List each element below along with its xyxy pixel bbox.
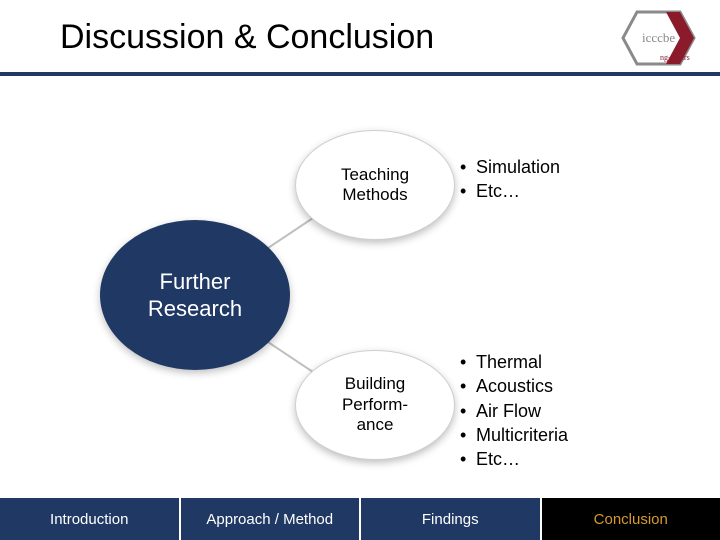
node-label: Building Perform- ance (342, 374, 408, 435)
node-teaching-methods: Teaching Methods (295, 130, 455, 240)
slide: Discussion & Conclusion icccbe ng-ineers… (0, 0, 720, 540)
node-building-performance: Building Perform- ance (295, 350, 455, 460)
node-further-research: Further Research (100, 220, 290, 370)
node-label: Further Research (148, 268, 242, 323)
node-label: Teaching Methods (341, 165, 409, 206)
